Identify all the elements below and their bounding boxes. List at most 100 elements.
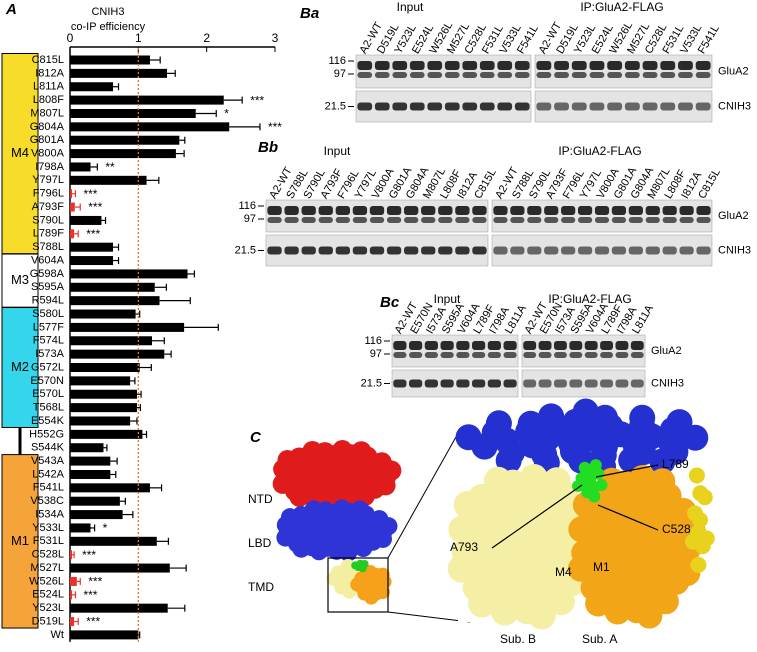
y-tick-label: W526L (29, 575, 64, 587)
band (497, 72, 513, 78)
band (695, 72, 711, 78)
band (357, 102, 373, 111)
band (393, 379, 407, 388)
atom (379, 517, 398, 536)
band (514, 102, 530, 111)
band (472, 246, 487, 255)
band (696, 246, 711, 255)
significance: *** (88, 200, 102, 214)
band (679, 206, 694, 215)
band (662, 206, 677, 215)
y-tick-label: Wt (51, 629, 64, 641)
atom (595, 479, 608, 492)
subunit-label: Sub. A (582, 632, 617, 646)
segment-label: M1 (593, 560, 610, 574)
bar (70, 149, 176, 159)
pointer (491, 484, 583, 549)
protein-label: CNIH3 (718, 100, 751, 112)
y-tick-label: I798A (35, 161, 64, 173)
y-tick-label: T568L (33, 402, 64, 414)
band (438, 246, 453, 255)
y-tick-label: S595A (31, 281, 65, 293)
blot-title: IP:GluA2-FLAG (558, 144, 641, 158)
band (536, 102, 552, 111)
band (472, 379, 486, 388)
band (497, 61, 513, 70)
band (584, 379, 598, 388)
band (679, 246, 694, 255)
band (444, 102, 460, 111)
band (493, 217, 508, 223)
band (438, 217, 453, 223)
band (678, 72, 693, 78)
band (503, 379, 517, 388)
y-tick-label: L808F (33, 94, 64, 106)
atom (375, 567, 390, 582)
band (611, 206, 627, 215)
y-tick-label: L577F (33, 321, 64, 333)
band (630, 379, 644, 388)
band (615, 379, 629, 388)
bar (70, 389, 137, 399)
atom (547, 587, 576, 616)
band (577, 206, 593, 215)
domain-label: LBD (248, 536, 272, 550)
atom (272, 473, 293, 494)
band (403, 246, 419, 255)
band (536, 72, 552, 78)
bar (70, 536, 157, 546)
bar (70, 82, 114, 92)
bar (70, 443, 104, 453)
bar (70, 429, 143, 439)
atom (292, 539, 311, 558)
band (335, 246, 351, 255)
x-tick-label: 1 (135, 31, 142, 45)
band (392, 72, 408, 78)
band (662, 246, 677, 255)
atom (276, 528, 295, 547)
bar (70, 349, 165, 359)
band (514, 72, 530, 78)
band (594, 206, 610, 215)
domain-box (1, 307, 39, 428)
atom (455, 424, 482, 451)
band (523, 379, 537, 388)
bar (70, 68, 168, 78)
band (455, 246, 470, 255)
zoom-box (327, 557, 389, 613)
panel-label: Ba (300, 5, 319, 22)
atom (350, 500, 369, 519)
band (369, 246, 385, 255)
pointer (595, 464, 659, 478)
band (424, 379, 438, 388)
band (571, 72, 587, 78)
band (462, 72, 478, 78)
domain-label: M2 (11, 359, 29, 374)
band (386, 217, 402, 223)
blot-title: IP:GluA2-FLAG (548, 292, 631, 306)
blot (534, 54, 713, 89)
protein-label: GluA2 (718, 65, 749, 77)
band (487, 379, 501, 388)
band (456, 379, 470, 388)
band (409, 72, 425, 78)
atom (468, 589, 497, 618)
y-tick-label: L789F (33, 228, 64, 240)
y-tick-label: S544K (31, 442, 65, 454)
atom (649, 448, 676, 475)
significance: ** (105, 160, 115, 174)
band (611, 217, 627, 223)
band (438, 206, 453, 215)
y-tick-label: V800A (31, 147, 65, 159)
y-tick-label: S790L (32, 214, 64, 226)
band (497, 102, 513, 111)
y-tick-label: D519L (32, 615, 64, 627)
band (456, 352, 470, 358)
protein-label: GluA2 (651, 345, 682, 357)
atom (326, 571, 341, 586)
atom (578, 461, 591, 474)
x-tick-label: 0 (67, 31, 74, 45)
y-tick-label: L811A (33, 81, 65, 93)
band (600, 341, 614, 350)
atom (448, 515, 477, 544)
